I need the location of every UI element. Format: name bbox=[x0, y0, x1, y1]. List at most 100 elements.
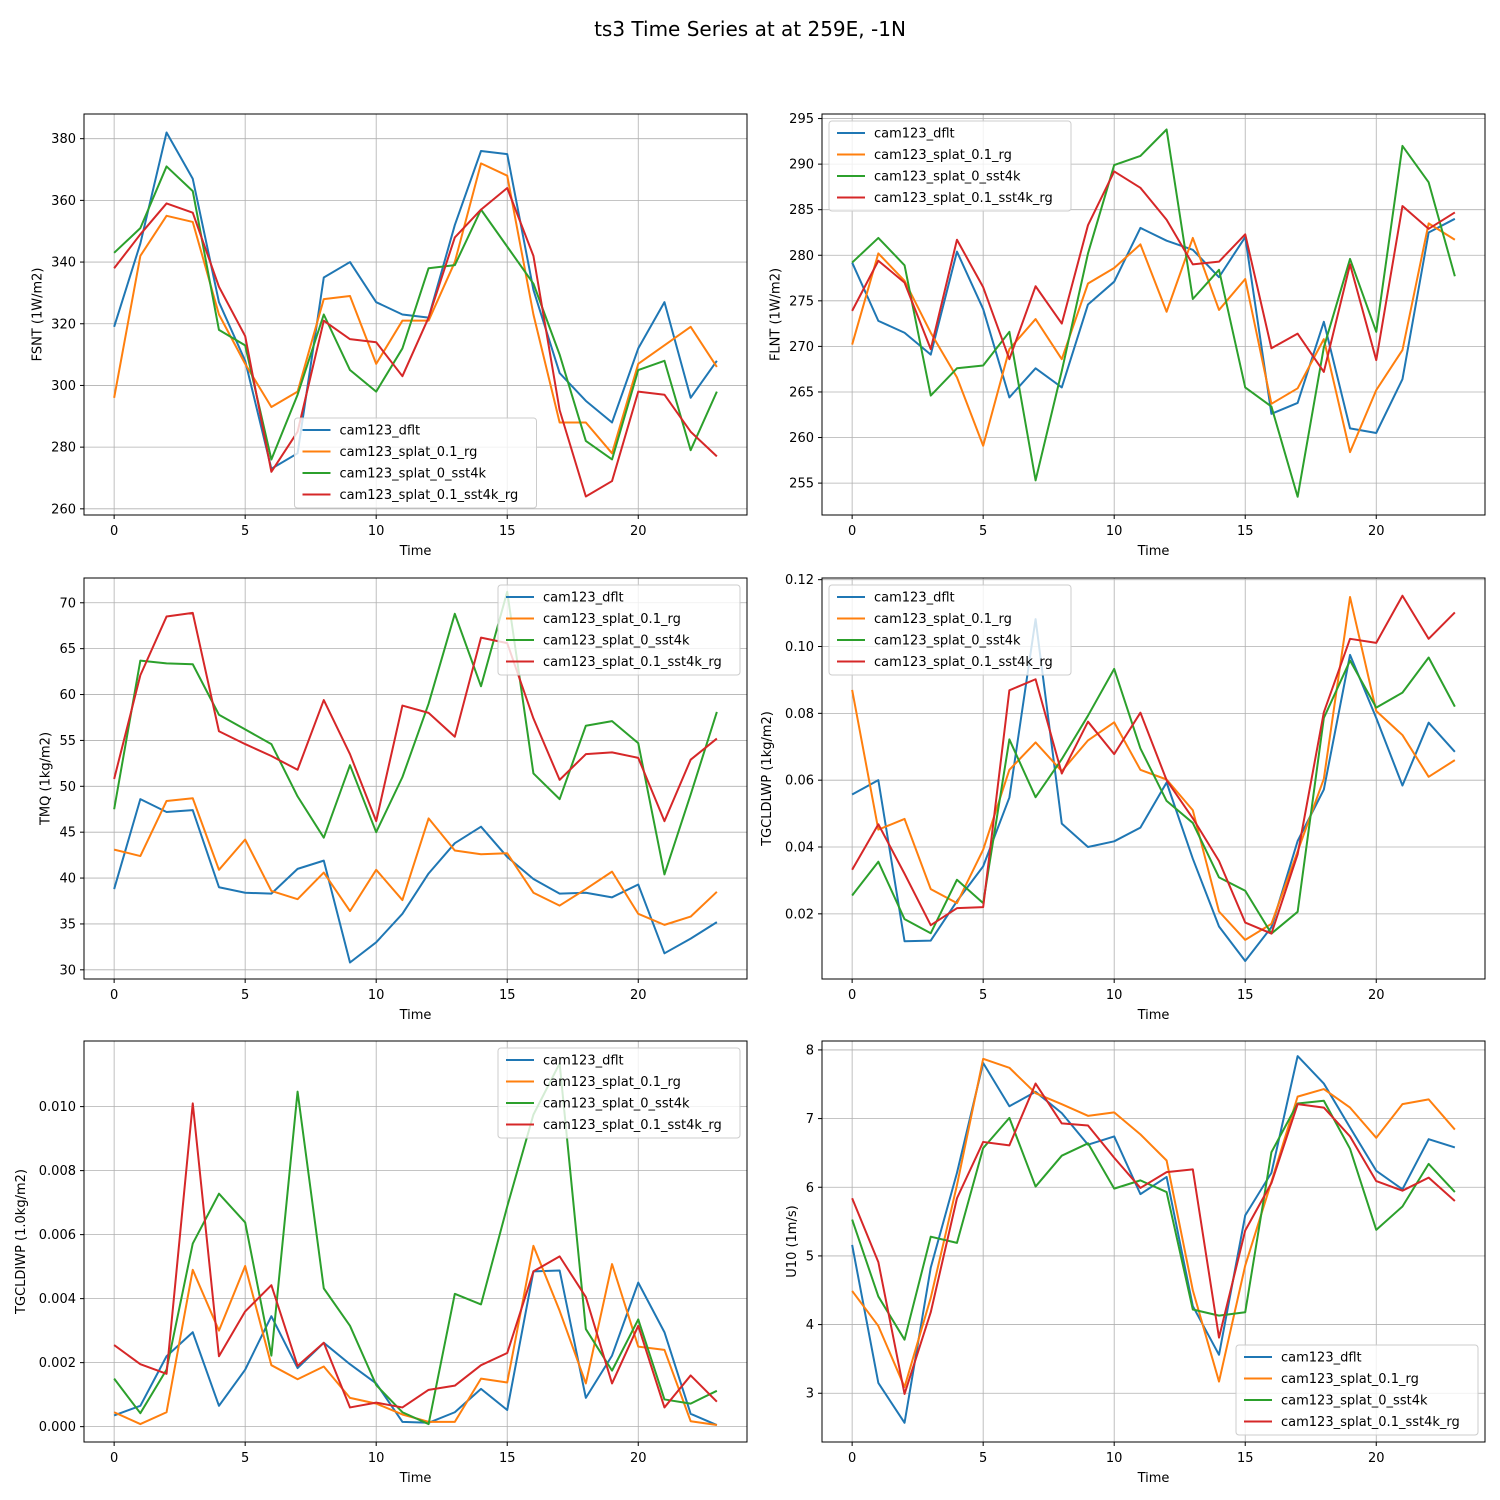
x-tick-label: 10 bbox=[1106, 524, 1123, 539]
y-tick-label: 7 bbox=[806, 1112, 814, 1127]
series-line-2 bbox=[113, 162, 718, 455]
y-tick-label: 55 bbox=[59, 734, 76, 749]
x-tick-label: 15 bbox=[1237, 524, 1254, 539]
legend-label-1: cam123_dflt bbox=[874, 127, 955, 142]
legend: cam123_dflt cam123_splat_0.1_rg cam123_spl… bbox=[828, 120, 1072, 212]
series-line-4 bbox=[113, 611, 718, 823]
y-tick-label: 45 bbox=[59, 826, 76, 841]
y-tick-label: 70 bbox=[59, 596, 76, 611]
legend-box bbox=[497, 1047, 741, 1139]
y-tick-label: 0.12 bbox=[785, 573, 814, 588]
x-axis-label: Time bbox=[1137, 1008, 1170, 1023]
y-tick-label: 6 bbox=[806, 1181, 814, 1196]
x-axis-label: Time bbox=[399, 544, 432, 559]
legend-label-3: cam123_splat_0_sst4k bbox=[874, 170, 1021, 185]
x-tick-label: 15 bbox=[499, 1451, 516, 1466]
series-line-2 bbox=[113, 797, 718, 926]
y-tick-label: 270 bbox=[789, 340, 814, 355]
series-line-4 bbox=[851, 170, 1456, 373]
x-tick-label: 10 bbox=[368, 1451, 385, 1466]
series-line-1 bbox=[113, 131, 718, 470]
y-tick-label: 380 bbox=[51, 132, 76, 147]
series-line-1 bbox=[851, 618, 1456, 962]
y-tick-label: 4 bbox=[806, 1318, 814, 1333]
plot-frame bbox=[821, 113, 1486, 516]
legend-label-4: cam123_splat_0.1_sst4k_rg bbox=[874, 655, 1053, 670]
y-tick-label: 50 bbox=[59, 780, 76, 795]
legend-label-1: cam123_dflt bbox=[874, 591, 955, 606]
y-tick-label: 35 bbox=[59, 917, 76, 932]
y-axis-label: TMQ (1kg/m2) bbox=[39, 732, 54, 826]
y-tick-label: 340 bbox=[51, 256, 76, 271]
y-tick-label: 280 bbox=[51, 441, 76, 456]
figure-title: ts3 Time Series at at 259E, -1N bbox=[594, 17, 906, 41]
y-tick-label: 0.08 bbox=[785, 707, 814, 722]
series-line-4 bbox=[113, 1102, 718, 1409]
legend: cam123_dflt cam123_splat_0.1_rg cam123_spl… bbox=[828, 584, 1072, 676]
x-tick-label: 20 bbox=[1368, 1451, 1385, 1466]
legend: cam123_dflt cam123_splat_0.1_rg cam123_spl… bbox=[497, 1047, 741, 1139]
series-line-4 bbox=[851, 594, 1456, 935]
x-tick-label: 5 bbox=[979, 1451, 987, 1466]
subplot-4: 0 5 10 15 20 0.02 0.04 0.06 0.08 0.10 0.12 Time TGCL… bbox=[760, 573, 1486, 1023]
legend-label-3: cam123_splat_0_sst4k bbox=[874, 634, 1021, 649]
y-tick-label: 5 bbox=[806, 1249, 814, 1264]
legend-label-1: cam123_dflt bbox=[543, 591, 624, 606]
y-axis-label: TGCLDLWP (1kg/m2) bbox=[760, 711, 775, 847]
y-tick-label: 290 bbox=[789, 158, 814, 173]
y-tick-label: 8 bbox=[806, 1043, 814, 1058]
x-tick-label: 0 bbox=[848, 1451, 856, 1466]
y-tick-label: 0.10 bbox=[785, 640, 814, 655]
subplot-1: 0 5 10 15 20 260 280 300 320 340 360 380 Time FSNT (1… bbox=[30, 113, 748, 559]
y-tick-label: 0.000 bbox=[39, 1420, 76, 1435]
x-tick-label: 20 bbox=[1368, 988, 1385, 1003]
y-tick-label: 285 bbox=[789, 203, 814, 218]
y-tick-label: 0.010 bbox=[39, 1100, 76, 1115]
y-tick-label: 0.008 bbox=[39, 1164, 76, 1179]
y-tick-label: 255 bbox=[789, 477, 814, 492]
y-tick-label: 0.06 bbox=[785, 774, 814, 789]
legend-label-1: cam123_dflt bbox=[543, 1054, 624, 1069]
y-axis-label: U10 (1m/s) bbox=[785, 1205, 800, 1277]
x-tick-label: 5 bbox=[979, 524, 987, 539]
series-line-4 bbox=[851, 1082, 1456, 1395]
y-tick-label: 300 bbox=[51, 379, 76, 394]
x-tick-label: 5 bbox=[241, 988, 249, 1003]
legend-label-4: cam123_splat_0.1_sst4k_rg bbox=[543, 1118, 722, 1133]
y-tick-label: 0.006 bbox=[39, 1228, 76, 1243]
x-axis-label: Time bbox=[399, 1008, 432, 1023]
legend-box bbox=[294, 417, 537, 509]
x-tick-label: 0 bbox=[110, 988, 118, 1003]
x-tick-label: 15 bbox=[1237, 1451, 1254, 1466]
series-line-3 bbox=[851, 128, 1456, 498]
series-line-3 bbox=[851, 1099, 1456, 1341]
y-tick-label: 30 bbox=[59, 963, 76, 978]
series-line-1 bbox=[113, 1269, 718, 1426]
y-tick-label: 265 bbox=[789, 385, 814, 400]
x-tick-label: 10 bbox=[1106, 988, 1123, 1003]
plot-frame bbox=[83, 577, 748, 980]
x-tick-label: 10 bbox=[368, 988, 385, 1003]
legend-label-2: cam123_splat_0.1_rg bbox=[1281, 1372, 1419, 1387]
x-tick-label: 15 bbox=[499, 524, 516, 539]
legend-box bbox=[828, 120, 1072, 212]
legend: cam123_dflt cam123_splat_0.1_rg cam123_spl… bbox=[497, 584, 741, 676]
subplot-6: 0 5 10 15 20 3 4 5 6 7 8 Time U10 (1m/s) cam123_dfltc… bbox=[785, 1040, 1486, 1486]
legend-label-2: cam123_splat_0.1_rg bbox=[340, 445, 478, 460]
x-tick-label: 20 bbox=[630, 1451, 647, 1466]
x-tick-label: 0 bbox=[848, 988, 856, 1003]
series-line-1 bbox=[851, 217, 1456, 434]
legend-label-2: cam123_splat_0.1_rg bbox=[874, 148, 1012, 163]
y-tick-label: 295 bbox=[789, 112, 814, 127]
series-line-2 bbox=[851, 222, 1456, 454]
plot-frame bbox=[821, 1040, 1486, 1443]
plot-frame bbox=[83, 113, 748, 516]
x-tick-label: 15 bbox=[499, 988, 516, 1003]
x-tick-label: 0 bbox=[110, 1451, 118, 1466]
y-tick-label: 260 bbox=[789, 431, 814, 446]
legend-label-3: cam123_splat_0_sst4k bbox=[543, 1097, 690, 1112]
y-tick-label: 0.02 bbox=[785, 907, 814, 922]
